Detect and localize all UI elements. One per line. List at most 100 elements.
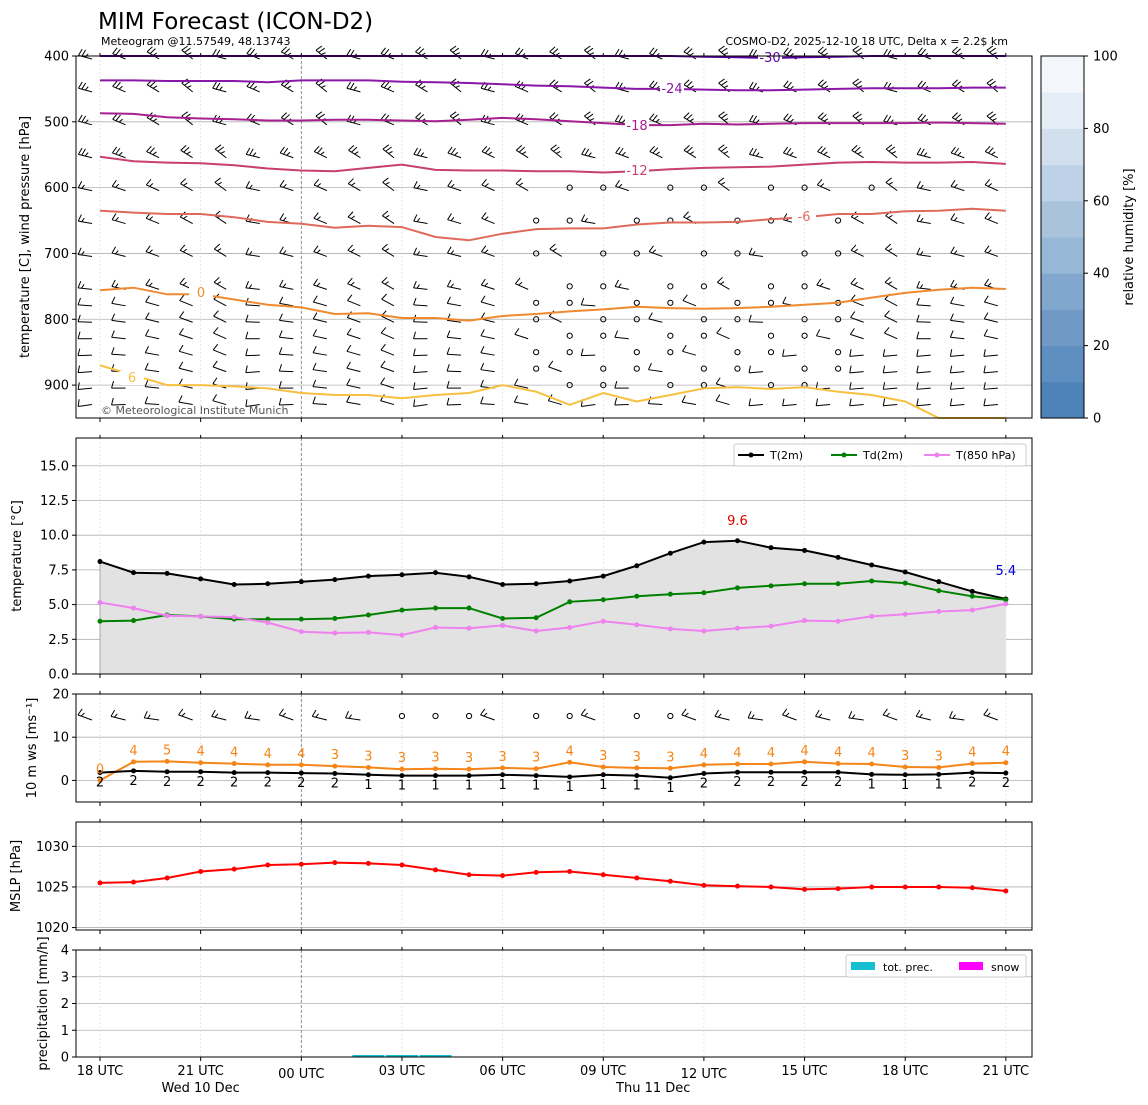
wind-barb-feather <box>283 114 290 120</box>
calm-wind-marker <box>700 332 708 339</box>
wind-barb-feather <box>311 709 317 717</box>
wind-barb-feather <box>313 245 319 252</box>
wind-barb-feather <box>916 280 921 289</box>
wind-barb-feather <box>111 380 115 389</box>
wind-barb-feather <box>552 114 559 120</box>
wind-barb-feather <box>278 708 284 716</box>
wind-barb-feather <box>614 48 620 56</box>
wind-barb <box>214 215 227 224</box>
wind-barb-feather <box>212 48 217 56</box>
wind-barb-feather <box>686 114 693 120</box>
wind-barb-feather <box>917 113 923 120</box>
y-tick-label: 1020 <box>36 921 69 936</box>
wind-barb-feather <box>449 45 457 51</box>
wind-barb-feather <box>752 115 758 123</box>
mslp-point <box>198 869 204 875</box>
wind-barb <box>581 404 596 407</box>
wind-barb-feather <box>823 118 829 122</box>
wind-barb <box>950 319 965 323</box>
wind-barb-feather <box>287 85 292 89</box>
wind-barb <box>78 387 93 391</box>
series-point <box>600 772 606 778</box>
wind-barb <box>481 217 495 225</box>
series-point <box>734 625 740 631</box>
calm-wind-marker <box>533 365 540 372</box>
wind-barb <box>145 217 160 225</box>
wind-barb-feather <box>286 151 291 156</box>
wind-barb <box>950 387 965 390</box>
wind-barb-feather <box>149 183 154 187</box>
wind-barb-feather <box>80 712 85 717</box>
wind-barb-feather <box>118 118 123 123</box>
mean-wind-value-label: 1 <box>398 779 406 794</box>
series-point <box>231 770 237 776</box>
wind-barb-feather <box>716 327 722 334</box>
contour-label: -12 <box>626 164 647 179</box>
wind-barb <box>714 715 730 721</box>
wind-barb-feather <box>820 48 827 54</box>
wind-barb-feather <box>446 347 451 355</box>
contour-label: -18 <box>626 119 647 134</box>
wind-barb-feather <box>283 147 289 155</box>
wind-barb-feather <box>584 148 590 156</box>
mean-wind-value-label: 1 <box>364 778 372 793</box>
calm-wind-marker <box>633 299 640 306</box>
mean-wind-value-label: 2 <box>733 775 741 790</box>
series-point <box>265 620 271 626</box>
series-point <box>869 578 875 584</box>
wind-barb <box>145 386 160 389</box>
wind-barb-feather <box>917 47 923 54</box>
wind-barb-feather <box>820 81 827 87</box>
wind-barb <box>380 332 395 340</box>
wind-barb-feather <box>648 245 654 252</box>
wind-barb <box>347 300 361 307</box>
colorbar-label: relative humidity [%] <box>1122 168 1137 305</box>
wind-barb-feather <box>318 80 325 86</box>
wind-barb <box>480 352 495 356</box>
wind-barb <box>145 318 160 323</box>
wind-barb-feather <box>819 282 824 287</box>
wind-barb <box>514 384 529 389</box>
y-tick-label: 12.5 <box>40 494 69 509</box>
mean-wind-value-label: 1 <box>498 778 506 793</box>
wind-barb <box>312 715 327 721</box>
wind-barb-feather <box>513 395 518 403</box>
wind-barb <box>144 717 160 721</box>
series-point <box>97 600 103 606</box>
wind-barb-feather <box>823 52 829 56</box>
series-point <box>869 613 875 619</box>
wind-barb <box>950 302 965 307</box>
wind-barb <box>480 714 495 721</box>
series-point <box>567 774 573 780</box>
gust-value-label: 4 <box>700 747 708 762</box>
wind-barb <box>916 371 931 374</box>
wind-barb-feather <box>948 711 953 719</box>
wind-barb-feather <box>986 78 994 84</box>
wind-barb-feather <box>783 80 789 87</box>
wind-barb <box>817 184 831 192</box>
colorbar-swatch <box>1041 345 1084 383</box>
wind-barb-feather <box>114 250 119 255</box>
series-point <box>902 580 908 586</box>
calm-wind-marker <box>566 712 573 720</box>
wind-barb-feather <box>111 279 116 287</box>
wind-barb <box>916 354 931 357</box>
wind-barb-feather <box>416 184 421 189</box>
rh-colorbar: 0 20 40 60 80 100 relative humidity [%] <box>1040 50 1137 427</box>
wind-barb-feather <box>555 151 561 154</box>
wind-barb-feather <box>887 281 893 285</box>
wind-barb-feather <box>723 118 729 121</box>
gust-value-label: 4 <box>834 746 842 761</box>
series-point <box>701 762 707 768</box>
wind-barb <box>112 118 126 126</box>
series-point <box>131 759 137 765</box>
wind-barb-feather <box>149 147 155 154</box>
wind-barb-feather <box>81 184 85 189</box>
wind-barb <box>111 353 126 356</box>
y-axis-label: temperature [°C] <box>10 500 25 612</box>
wind-barb <box>548 366 562 373</box>
series-point <box>164 613 170 619</box>
wind-barb-feather <box>521 151 527 155</box>
wind-barb-feather <box>992 118 997 121</box>
wind-barb-feather <box>652 81 658 89</box>
